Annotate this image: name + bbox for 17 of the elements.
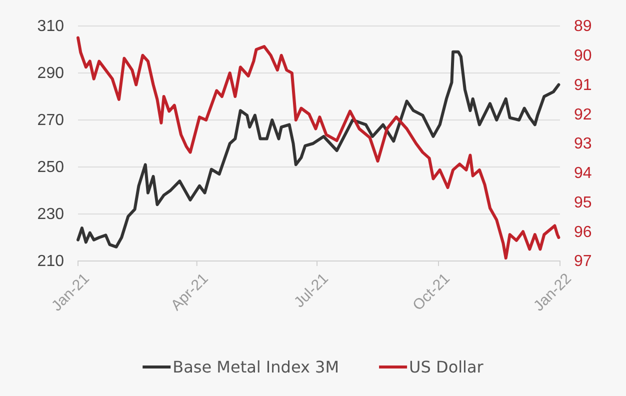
y-tick-label: 270 <box>37 112 64 130</box>
legend-label: Base Metal Index 3M <box>172 358 340 377</box>
y2-tick-label: 89 <box>574 18 592 36</box>
y-tick-label: 310 <box>37 18 64 36</box>
y2-tick-label: 91 <box>574 76 592 94</box>
y-tick-label: 230 <box>37 206 64 224</box>
y2-tick-label: 96 <box>574 224 592 241</box>
y-tick-label: 210 <box>37 253 64 270</box>
y2-tick-label: 90 <box>574 47 592 64</box>
y-tick-label: 290 <box>37 65 64 82</box>
y2-tick-label: 97 <box>574 253 592 270</box>
y2-tick-label: 92 <box>574 106 592 124</box>
y2-tick-label: 93 <box>574 136 592 153</box>
y-tick-label: 250 <box>37 159 64 176</box>
legend-label: US Dollar <box>409 358 484 377</box>
y2-tick-label: 95 <box>574 194 592 212</box>
y2-tick-label: 94 <box>574 164 592 182</box>
